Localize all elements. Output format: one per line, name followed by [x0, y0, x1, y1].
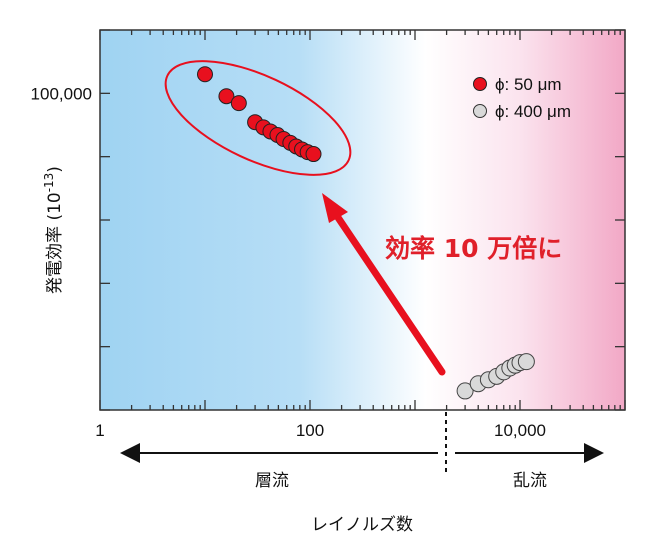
series-phi400-points [456, 353, 535, 400]
y-axis-title: 発電効率 (10-13) [42, 166, 65, 294]
phi50-point [230, 95, 247, 112]
x-axis-ticks [99, 30, 626, 410]
phi50-point [305, 146, 322, 163]
y-axis-ticks [100, 29, 625, 411]
legend-marker-phi50 [473, 77, 487, 91]
phi400-point [517, 353, 535, 371]
x-axis-tick-labels: 1 100 10,000 [95, 421, 546, 440]
laminar-label: 層流 [255, 471, 289, 491]
annotation-text: 効率 10 万倍に [385, 234, 562, 263]
plot-background [100, 30, 625, 410]
turbulent-label: 乱流 [513, 471, 547, 491]
improvement-arrow-shaft [333, 212, 446, 376]
legend-marker-phi400 [473, 104, 487, 118]
x-tick-label: 1 [95, 421, 104, 440]
legend: ϕ: 50 μm ϕ: 400 μm [473, 75, 571, 121]
legend-label-phi50: ϕ: 50 μm [495, 75, 562, 94]
y-tick-label: 100,000 [31, 84, 92, 103]
x-axis-title: レイノルズ数 [311, 515, 413, 535]
y-axis-tick-labels: 100,000 [31, 84, 92, 103]
phi50-point [197, 66, 213, 83]
phi50-point [218, 88, 235, 105]
highlight-ellipse [164, 60, 352, 176]
phi400-point [456, 382, 474, 400]
series-phi50-points [197, 66, 322, 163]
improvement-arrow-head [322, 193, 348, 223]
x-tick-label: 100 [296, 421, 324, 440]
legend-label-phi400: ϕ: 400 μm [495, 102, 571, 121]
x-tick-label: 10,000 [494, 421, 546, 440]
